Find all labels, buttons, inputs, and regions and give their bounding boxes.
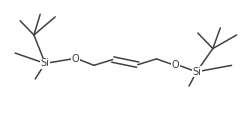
Text: O: O (171, 60, 178, 70)
Text: O: O (71, 54, 79, 64)
Text: Si: Si (191, 67, 200, 77)
Text: Si: Si (41, 58, 49, 68)
